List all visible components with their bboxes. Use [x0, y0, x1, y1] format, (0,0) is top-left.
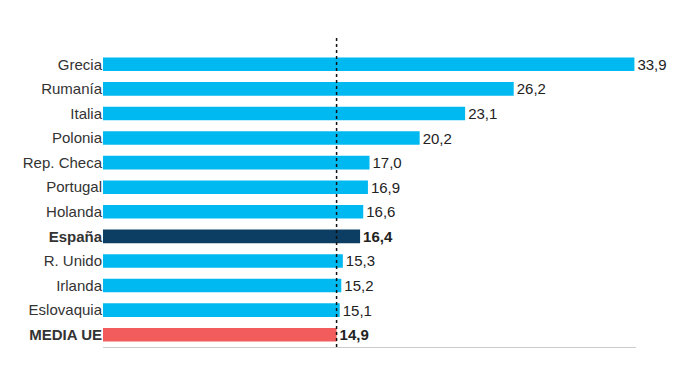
svg-text:España: España	[49, 228, 103, 245]
svg-text:20,2: 20,2	[423, 130, 452, 147]
svg-text:23,1: 23,1	[468, 105, 497, 122]
svg-text:Portugal: Portugal	[46, 178, 102, 195]
svg-text:Italia: Italia	[70, 105, 102, 122]
svg-text:15,3: 15,3	[346, 252, 375, 269]
svg-text:15,1: 15,1	[343, 302, 372, 319]
svg-text:16,9: 16,9	[371, 179, 400, 196]
svg-text:26,2: 26,2	[517, 80, 546, 97]
svg-text:15,2: 15,2	[344, 277, 373, 294]
svg-text:16,6: 16,6	[366, 203, 395, 220]
svg-text:33,9: 33,9	[637, 56, 666, 73]
svg-text:16,4: 16,4	[363, 228, 393, 245]
svg-text:Eslovaquia: Eslovaquia	[29, 301, 103, 318]
svg-text:17,0: 17,0	[373, 154, 402, 171]
svg-text:Grecia: Grecia	[58, 56, 103, 73]
svg-text:Polonia: Polonia	[52, 129, 103, 146]
svg-text:14,9: 14,9	[340, 326, 369, 343]
svg-text:Rumanía: Rumanía	[41, 80, 103, 97]
svg-text:Rep. Checa: Rep. Checa	[23, 154, 103, 171]
svg-text:Irlanda: Irlanda	[56, 277, 103, 294]
svg-text:MEDIA UE: MEDIA UE	[29, 326, 102, 343]
svg-text:R. Unido: R. Unido	[44, 252, 102, 269]
svg-text:Holanda: Holanda	[46, 203, 103, 220]
